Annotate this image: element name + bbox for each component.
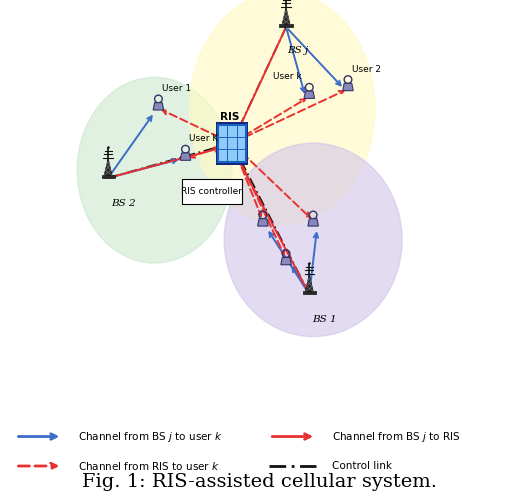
Ellipse shape xyxy=(190,0,375,224)
Text: User 1: User 1 xyxy=(162,84,192,93)
Polygon shape xyxy=(180,153,191,160)
Text: BS 1: BS 1 xyxy=(312,315,337,324)
Text: RIS controller: RIS controller xyxy=(181,187,242,196)
Polygon shape xyxy=(305,277,313,291)
Text: User K: User K xyxy=(190,134,219,143)
FancyBboxPatch shape xyxy=(182,179,241,204)
Polygon shape xyxy=(153,103,164,110)
Text: User 2: User 2 xyxy=(352,64,381,73)
Polygon shape xyxy=(343,83,353,91)
Polygon shape xyxy=(281,257,291,265)
Polygon shape xyxy=(303,291,316,294)
Text: BS 2: BS 2 xyxy=(111,199,136,208)
Polygon shape xyxy=(102,175,114,178)
Ellipse shape xyxy=(77,77,232,263)
Polygon shape xyxy=(104,161,112,175)
Ellipse shape xyxy=(224,143,402,337)
Text: BS j: BS j xyxy=(287,47,308,56)
Polygon shape xyxy=(280,24,293,27)
Text: RIS: RIS xyxy=(220,112,239,122)
Text: Channel from BS $j$ to RIS: Channel from BS $j$ to RIS xyxy=(332,430,461,443)
Polygon shape xyxy=(257,219,268,226)
Text: Channel from RIS to user $k$: Channel from RIS to user $k$ xyxy=(78,460,220,472)
Polygon shape xyxy=(282,10,290,24)
Polygon shape xyxy=(304,91,314,98)
FancyBboxPatch shape xyxy=(215,122,248,165)
Polygon shape xyxy=(308,219,319,226)
FancyBboxPatch shape xyxy=(218,125,246,162)
Text: Channel from BS $j$ to user $k$: Channel from BS $j$ to user $k$ xyxy=(78,430,222,443)
Text: User k: User k xyxy=(273,72,301,81)
Text: Fig. 1: RIS-assisted cellular system.: Fig. 1: RIS-assisted cellular system. xyxy=(81,473,437,491)
Text: Control link: Control link xyxy=(332,461,392,471)
